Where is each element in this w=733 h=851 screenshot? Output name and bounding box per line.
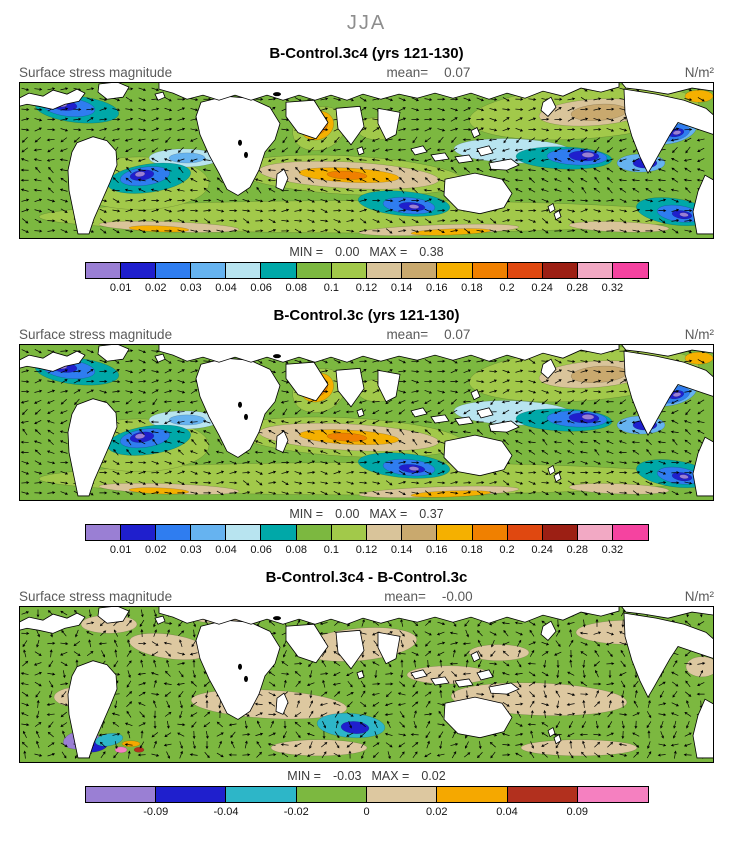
- min-label: MIN =: [287, 769, 321, 783]
- unit-label: N/m²: [684, 589, 714, 604]
- colorbar-labels: -0.09 -0.04 -0.02 0 0.02 0.04 0.09: [143, 806, 588, 818]
- min-value: 0.00: [335, 507, 360, 521]
- min-label: MIN =: [289, 507, 324, 521]
- min-value: -0.03: [332, 769, 362, 783]
- colorbar: [84, 524, 649, 541]
- mean-value: 0.07: [444, 327, 471, 342]
- max-label: MAX =: [369, 507, 408, 521]
- minmax-readout: MIN = -0.03 MAX = 0.02: [19, 769, 714, 783]
- mean-readout: mean= 0.07: [172, 65, 685, 80]
- field-label: Surface stress magnitude: [19, 65, 173, 80]
- max-value: 0.02: [421, 769, 446, 783]
- field-label: Surface stress magnitude: [19, 589, 173, 604]
- mean-label: mean=: [386, 327, 429, 342]
- mean-label: mean=: [384, 589, 426, 604]
- mean-readout: mean= 0.07: [172, 327, 685, 342]
- mean-value: -0.00: [441, 589, 473, 604]
- minmax-readout: MIN = 0.00 MAX = 0.38: [19, 245, 714, 259]
- map-header: Surface stress magnitude mean= -0.00 N/m²: [19, 589, 714, 604]
- panel-title: B-Control.3c (yrs 121-130): [273, 307, 460, 324]
- stress-map: [19, 82, 714, 239]
- max-label: MAX =: [371, 769, 410, 783]
- panel-difference: B-Control.3c4 - B-Control.3c Surface str…: [0, 569, 733, 821]
- max-label: MAX =: [369, 245, 408, 259]
- stress-difference-map: [19, 606, 714, 763]
- unit-label: N/m²: [684, 65, 714, 80]
- colorbar: [84, 786, 649, 803]
- max-value: 0.37: [419, 507, 444, 521]
- mean-value: 0.07: [444, 65, 471, 80]
- unit-label: N/m²: [684, 327, 714, 342]
- figure-page: JJA B-Control.3c4 (yrs 121-130) Surface …: [0, 12, 733, 821]
- colorbar-labels: 0.01 0.02 0.03 0.04 0.06 0.08 0.1 0.12 0.14 0.16 0…: [109, 544, 624, 556]
- min-value: 0.00: [335, 245, 360, 259]
- minmax-readout: MIN = 0.00 MAX = 0.37: [19, 507, 714, 521]
- colorbar: [84, 262, 649, 279]
- panel-title: B-Control.3c4 (yrs 121-130): [269, 45, 464, 62]
- min-label: MIN =: [289, 245, 324, 259]
- max-value: 0.38: [419, 245, 444, 259]
- stress-map: [19, 344, 714, 501]
- panel-title: B-Control.3c4 - B-Control.3c: [265, 569, 468, 586]
- map-header: Surface stress magnitude mean= 0.07 N/m²: [19, 327, 714, 342]
- mean-label: mean=: [386, 65, 429, 80]
- colorbar-labels: 0.01 0.02 0.03 0.04 0.06 0.08 0.1 0.12 0.14 0.16 0…: [109, 282, 624, 294]
- panel-b-control-3c4: B-Control.3c4 (yrs 121-130) Surface stre…: [0, 45, 733, 297]
- map-header: Surface stress magnitude mean= 0.07 N/m²: [19, 65, 714, 80]
- season-title: JJA: [346, 12, 387, 34]
- field-label: Surface stress magnitude: [19, 327, 173, 342]
- panel-b-control-3c: B-Control.3c (yrs 121-130) Surface stres…: [0, 307, 733, 559]
- mean-readout: mean= -0.00: [172, 589, 685, 604]
